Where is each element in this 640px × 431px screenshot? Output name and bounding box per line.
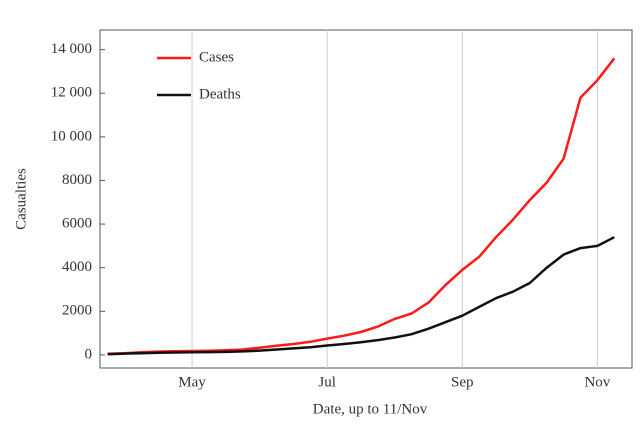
x-tick-label: Sep: [451, 374, 474, 390]
x-tick-label: Nov: [584, 374, 610, 390]
y-tick-label: 6000: [62, 216, 92, 232]
y-tick-label: 4000: [62, 259, 92, 275]
y-tick-label: 0: [85, 346, 93, 362]
x-tick-label: Jul: [318, 374, 336, 390]
series-line: [107, 236, 615, 356]
legend-label: Cases: [199, 49, 234, 65]
x-tick-label: May: [178, 374, 206, 390]
plot-frame: [99, 29, 633, 369]
y-tick-label: 12 000: [51, 85, 92, 101]
y-tick-label: 14 000: [51, 41, 92, 57]
legend-label: Deaths: [199, 86, 241, 102]
y-tick-label: 10 000: [51, 128, 92, 144]
x-axis-label: Date, up to 11/Nov: [313, 401, 428, 417]
y-axis-label: Casualties: [13, 168, 29, 230]
y-tick-label: 2000: [62, 303, 92, 319]
series-line: [107, 57, 616, 356]
y-tick-label: 8000: [62, 172, 92, 188]
